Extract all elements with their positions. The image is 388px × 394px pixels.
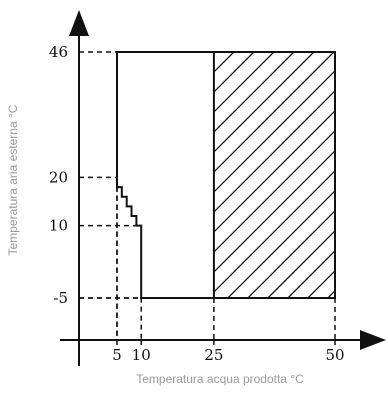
- hatch-line-6: [213, 52, 335, 173]
- hatch-line-18: [327, 289, 335, 298]
- hatch-line-17: [307, 269, 335, 298]
- y-axis-arrow-icon: [69, 10, 89, 36]
- hatch-line-16: [287, 249, 335, 298]
- hatch-line-11: [213, 149, 335, 273]
- hatched-region-outline: [212, 51, 336, 299]
- y-tick-46: 46: [49, 43, 68, 61]
- hatch-line-9: [213, 109, 335, 233]
- hatch-line-19: [348, 52, 388, 298]
- x-tick-25: 25: [204, 346, 223, 364]
- hatch-line-14: [247, 209, 335, 298]
- x-axis-arrow-icon: [360, 330, 386, 350]
- y-tick-20: 20: [49, 168, 68, 186]
- y-axis-title: Temperatura aria esterna °C: [6, 104, 20, 255]
- operating-envelope: [116, 51, 336, 299]
- hatch-line-3: [213, 52, 275, 113]
- hatch-line-8: [213, 89, 335, 213]
- x-tick-10: 10: [132, 346, 151, 364]
- x-tick-5: 5: [112, 346, 122, 364]
- operating-regions: [116, 51, 336, 299]
- hatch-line-4: [213, 52, 295, 133]
- hatch-line-10: [213, 129, 335, 253]
- x-tick-50: 50: [325, 346, 344, 364]
- hatch-line-0: [213, 52, 215, 53]
- hatched-region: [213, 52, 388, 298]
- hatch-line-12: [213, 169, 335, 293]
- hatch-line-7: [213, 69, 335, 193]
- hatch-line-5: [213, 52, 315, 153]
- x-tick-labels: 5 10 25 50: [112, 346, 344, 364]
- hatch-line-2: [213, 52, 255, 93]
- x-axis-title: Temperatura acqua prodotta °C: [136, 372, 304, 386]
- y-tick-10: 10: [49, 217, 68, 235]
- y-tick--5: -5: [53, 289, 68, 307]
- hatch-line-15: [267, 229, 335, 298]
- hatch-line-13: [227, 189, 335, 298]
- y-tick-labels: 46 20 10 -5: [49, 43, 68, 307]
